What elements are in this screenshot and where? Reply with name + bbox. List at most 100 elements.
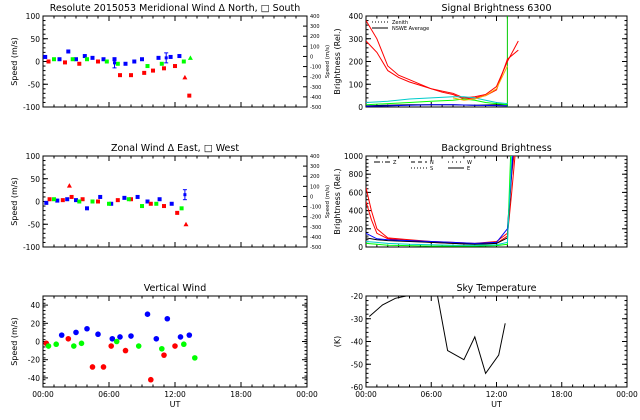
data-point: [135, 194, 140, 199]
chart-title: Signal Brightness 6300: [441, 3, 551, 14]
series-layer: [43, 311, 198, 383]
series-line: [366, 156, 514, 244]
data-point: [186, 332, 193, 338]
data-point: [109, 201, 114, 206]
chart-title: Sky Temperature: [456, 283, 536, 294]
data-point: [115, 61, 120, 66]
y-axis-label: Brightness (Rel.): [333, 28, 342, 94]
x-tick-label: 18:00: [230, 390, 252, 399]
data-point: [53, 341, 59, 348]
data-point: [177, 54, 182, 59]
data-point: [101, 57, 106, 62]
data-point: [90, 55, 95, 60]
x-tick-label: 18:00: [551, 390, 573, 399]
data-point: [161, 352, 167, 358]
panel-zonal: Zonal Wind Δ East, □ West-100-50050100Sp…: [10, 143, 331, 252]
panel-meridional: Resolute 2015053 Meridional Wind Δ North…: [10, 3, 331, 112]
data-point: [57, 57, 62, 62]
series-line: [366, 98, 508, 106]
y-tick-label: 100: [26, 152, 41, 161]
data-point: [140, 57, 144, 62]
y-right-tick-label: -300: [310, 225, 321, 231]
y-tick-label: 40: [30, 301, 40, 310]
data-point: [156, 55, 161, 60]
x-tick-label: 00:00: [616, 390, 638, 399]
y-tick-label: -60: [351, 383, 363, 392]
data-point: [122, 195, 127, 200]
y-tick-label: 0: [35, 198, 40, 207]
data-point: [73, 329, 79, 336]
data-point: [117, 334, 123, 340]
data-point: [78, 340, 85, 347]
data-point: [65, 197, 70, 202]
y-tick-label: -100: [23, 103, 40, 112]
legend-label-n: N: [430, 160, 434, 166]
data-point: [108, 343, 114, 349]
series-line: [366, 156, 515, 244]
data-point: [74, 57, 78, 62]
y-right-tick-label: -200: [310, 75, 321, 81]
panel-vertical: Vertical Wind 00:00 06:00 12:00 18:00 00:00 UT…: [10, 283, 318, 409]
data-point: [100, 364, 107, 370]
data-point: [140, 204, 144, 209]
data-point: [60, 198, 65, 203]
x-tick-label: 12:00: [164, 390, 186, 399]
data-point: [69, 194, 74, 199]
data-point: [43, 54, 48, 59]
y-right-tick-label: -300: [310, 85, 321, 91]
data-point: [129, 197, 133, 202]
data-point: [153, 335, 160, 342]
legend-label-zenith: Zenith: [392, 20, 408, 26]
y-right-tick-label: -400: [310, 235, 321, 241]
data-point: [44, 200, 49, 205]
data-point: [181, 59, 186, 64]
y-tick-label: -20: [351, 292, 363, 301]
y-tick-label: 50: [30, 175, 40, 184]
series-line: [366, 156, 513, 246]
y-right-axis-label: Speed (m/s): [325, 45, 331, 78]
y-tick-label: -40: [351, 338, 363, 347]
data-point: [181, 341, 187, 348]
y-right-tick-label: -100: [310, 65, 321, 71]
legend-label-e: E: [467, 166, 470, 172]
y-tick-label: 800: [349, 170, 364, 179]
y-tick-label: 400: [349, 12, 364, 21]
y-tick-label: 200: [349, 58, 364, 67]
data-point: [168, 54, 173, 59]
data-point: [187, 93, 192, 98]
y-right-tick-label: 200: [310, 34, 320, 40]
y-tick-label: -20: [28, 356, 40, 365]
y-tick-label: -50: [351, 360, 363, 369]
data-point: [104, 59, 109, 64]
data-point: [154, 201, 159, 206]
data-point: [66, 183, 72, 188]
series-line: [366, 96, 508, 105]
series-layer: [366, 156, 516, 247]
y-tick-label: 200: [349, 225, 364, 234]
y-right-tick-label: 0: [310, 54, 313, 60]
series-line: [366, 156, 514, 245]
y-right-tick-label: 200: [310, 174, 320, 180]
data-point: [128, 333, 134, 339]
chart-title: Background Brightness: [441, 143, 551, 154]
panel-sky: Sky Temperature 00:00 06:00 12:00 18:00 00:00…: [333, 283, 638, 409]
series-line: [366, 156, 516, 245]
data-point: [98, 194, 103, 199]
data-point: [183, 221, 189, 227]
data-point: [164, 315, 171, 322]
data-point: [118, 73, 122, 78]
y-right-tick-label: -400: [310, 95, 321, 101]
data-point: [142, 70, 147, 75]
y-tick-label: 20: [30, 319, 40, 328]
series-layer: [44, 183, 189, 227]
legend-label-z: Z: [393, 160, 397, 166]
y-tick-label: 1000: [344, 152, 363, 161]
data-point: [169, 201, 174, 206]
x-tick-label: 12:00: [486, 390, 508, 399]
y-right-tick-label: 100: [310, 184, 320, 190]
y-tick-label: 300: [349, 35, 364, 44]
x-tick-label: 00:00: [296, 390, 318, 399]
series-layer: [366, 20, 519, 107]
series-line: [452, 65, 508, 101]
